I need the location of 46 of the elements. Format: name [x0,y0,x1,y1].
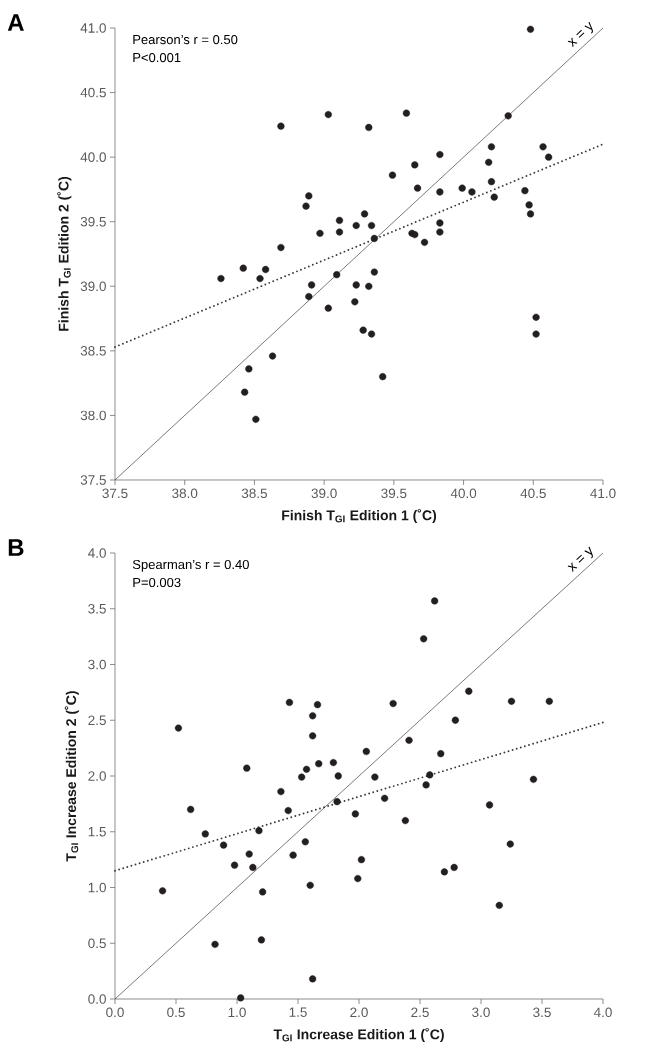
y-tick-label: 41.0 [80,23,106,33]
x-tick-label: 4.0 [593,1007,612,1018]
x-tick-label: 0.5 [167,1007,185,1018]
x-tick-label: 39.0 [311,488,337,499]
x-tick-label: 2.0 [350,1007,368,1018]
x-tick-label: 2.5 [411,1007,429,1018]
y-tick-label: 4.0 [88,548,106,558]
x-tick-label: 40.0 [450,488,477,499]
y-tick-label: 0.0 [88,994,106,1004]
y-tick-label: 3.0 [88,659,106,670]
y-tick-label: 39.0 [80,281,106,292]
y-tick-label: 38.0 [80,410,106,421]
y-tick-label: 1.0 [88,882,106,893]
x-tick-label: 38.0 [172,488,198,499]
y-tick-label: 2.0 [88,771,106,781]
annotation: Pearson’s r = 0.50 [133,34,238,45]
x-tick-label: 1.0 [228,1007,246,1018]
y-tick-label: 39.5 [80,216,106,227]
x-tick-label: 3.0 [472,1007,490,1018]
x-tick-label: 39.5 [381,488,407,499]
y-axis-title: T$_{GI}$ Increase Edition 2 (˚C) [64,691,79,862]
y-tick-label: 38.5 [80,346,106,356]
annotation: P=0.003 [133,577,181,588]
y-tick-label: 40.5 [80,87,106,98]
x-tick-label: 40.5 [520,488,546,499]
y-tick-label: 40.0 [80,152,106,162]
y-tick-label: 3.5 [88,603,106,614]
y-tick-label: 37.5 [80,475,106,485]
chart-title: A [7,14,24,31]
x-tick-label: 0.0 [106,1007,124,1018]
annotation: Spearman’s r = 0.40 [132,559,249,572]
x-tick-label: 37.5 [102,488,128,499]
x-axis-title: Finish T$_{GI}$ Edition 1 (˚C) [282,508,437,524]
x-tick-label: 1.5 [289,1007,307,1017]
chart-title: B [8,539,24,556]
y-axis-title: Finish T$_{GI}$ Edition 2 (˚C) [57,176,72,331]
y-tick-label: 1.5 [88,827,106,837]
x-tick-label: 3.5 [533,1007,551,1018]
y-tick-label: 0.5 [88,938,106,949]
x-tick-label: 41.0 [590,488,616,499]
text: x = y [567,21,593,48]
x-axis-title: T$_{GI}$ Increase Edition 1 (˚C) [273,1027,444,1043]
text: x = y [567,546,593,573]
annotation: P<0.001 [133,52,181,63]
x-tick-label: 38.5 [241,488,267,499]
y-tick-label: 2.5 [88,715,106,726]
